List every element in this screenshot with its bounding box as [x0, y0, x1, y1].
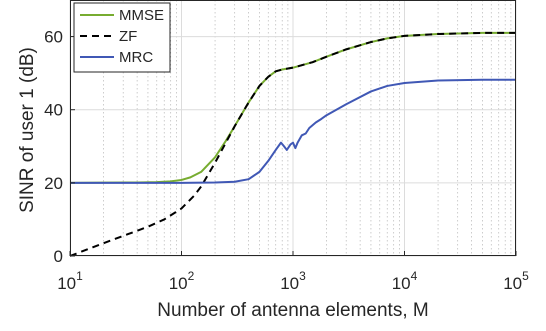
x-tick-exponent: 3 — [299, 269, 306, 283]
x-tick-base: 10 — [503, 274, 522, 293]
series-layer — [69, 31, 516, 257]
x-tick-exponent: 5 — [522, 269, 529, 283]
x-tick-exponent: 4 — [411, 269, 418, 283]
minor-grid — [103, 0, 512, 256]
legend-label-zf: ZF — [119, 28, 137, 45]
x-tick-base: 10 — [280, 274, 299, 293]
x-tick-base: 10 — [392, 274, 411, 293]
x-axis-label: Number of antenna elements, M — [157, 300, 428, 321]
x-tick-label: 103 — [280, 269, 306, 293]
legend: MMSE ZF MRC — [73, 2, 171, 73]
y-tick-label: 40 — [44, 101, 63, 120]
y-axis-label: SINR of user 1 (dB) — [17, 47, 38, 213]
x-tick-base: 10 — [57, 274, 76, 293]
x-tick-exponent: 2 — [188, 269, 195, 283]
x-tick-exponent: 1 — [76, 269, 83, 283]
y-tick-label: 20 — [44, 174, 63, 193]
y-tick-label: 60 — [44, 28, 63, 47]
y-tick-label: 0 — [54, 247, 63, 266]
x-tick-label: 105 — [503, 269, 529, 293]
x-tick-label: 101 — [57, 269, 83, 293]
x-tick-label: 104 — [392, 269, 418, 293]
x-tick-base: 10 — [169, 274, 188, 293]
series-line-mmse — [69, 31, 516, 184]
legend-label-mmse: MMSE — [119, 7, 164, 24]
legend-label-mrc: MRC — [119, 49, 153, 66]
x-tick-label: 102 — [169, 269, 195, 293]
series-line-mrc — [70, 78, 516, 184]
